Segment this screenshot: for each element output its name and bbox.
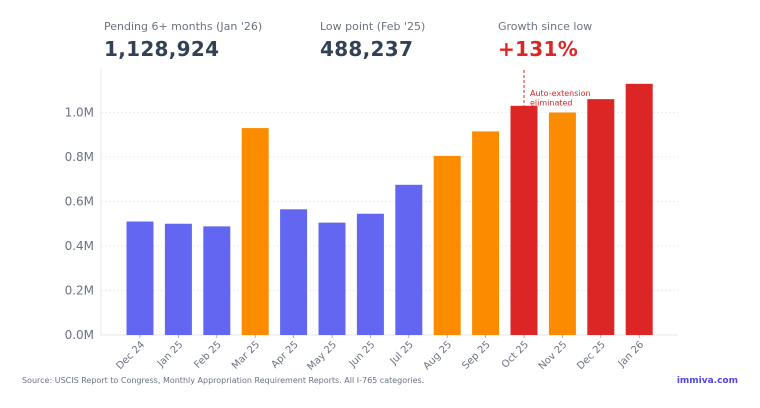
y-tick-label: 1.0M [65,106,94,120]
bar-jan-26 [625,83,653,335]
bar-sep-25 [472,131,500,335]
brand-link[interactable]: immiva.com [676,376,738,386]
stat-pending: Pending 6+ months (Jan '26) 1,128,924 [104,20,262,61]
x-tick-label: Jun 25 [347,339,378,370]
bar-jun-25 [356,213,384,335]
x-tick-label: Apr 25 [269,339,300,370]
x-tick-label: Dec 25 [575,339,608,372]
source-note: Source: USCIS Report to Congress, Monthl… [22,376,425,385]
y-tick-label: 0.6M [65,195,94,209]
bar-apr-25 [280,209,308,335]
stat-pending-value: 1,128,924 [104,37,220,61]
x-tick-label: Jul 25 [388,339,416,367]
stat-pending-label: Pending 6+ months (Jan '26) [104,20,263,33]
x-tick-label: May 25 [305,339,339,373]
bar-may-25 [318,222,346,335]
stat-low-point-value: 488,237 [320,37,414,61]
stat-growth: Growth since low +131% [498,20,592,61]
y-tick-label: 0.8M [65,150,94,164]
bar-jul-25 [395,184,423,335]
x-tick-label: Aug 25 [421,339,454,372]
y-tick-label: 0.0M [65,328,94,342]
x-tick-label: Jan 25 [155,339,186,370]
bar-nov-25 [548,112,576,335]
bar-mar-25 [241,128,269,335]
stat-growth-value: +131% [498,37,579,61]
stat-low-point: Low point (Feb '25) 488,237 [320,20,425,61]
bar-dec-25 [587,99,615,336]
y-tick-label: 0.4M [65,239,94,253]
annotation-label: eliminated [530,99,573,108]
x-tick-label: Sep 25 [460,339,492,371]
x-tick-label: Oct 25 [500,339,531,370]
annotation-label: Auto-extension [530,89,591,98]
stat-growth-label: Growth since low [498,20,593,33]
bar-feb-25 [203,226,231,335]
x-tick-label: Mar 25 [230,339,262,371]
bar-jan-25 [164,223,192,335]
bar-aug-25 [433,155,461,335]
x-tick-label: Dec 24 [114,339,147,372]
x-tick-label: Jan 26 [616,339,647,370]
stat-low-point-label: Low point (Feb '25) [320,20,426,33]
x-tick-label: Feb 25 [192,339,224,371]
y-tick-label: 0.2M [65,284,94,298]
x-tick-label: Nov 25 [537,339,570,372]
bar-dec-24 [126,221,154,335]
bar-oct-25 [510,105,538,335]
